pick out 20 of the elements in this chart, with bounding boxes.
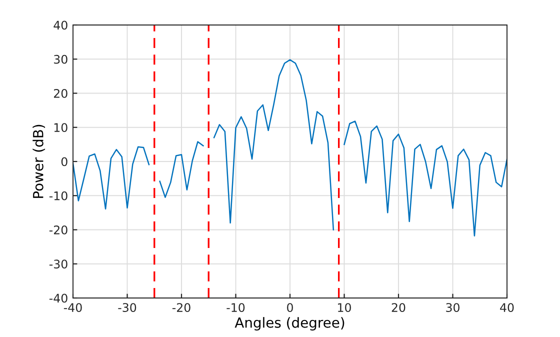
x-tick-label: -20: [172, 303, 190, 312]
x-tick-label: -10: [226, 303, 245, 312]
x-tick-label: -40: [64, 303, 82, 312]
x-tick-label: 20: [392, 303, 406, 312]
y-tick-label: 20: [54, 88, 68, 98]
y-tick-label: -10: [49, 191, 68, 200]
y-tick-label: -30: [49, 260, 68, 269]
x-tick-label: 10: [338, 303, 351, 312]
y-tick-label: 30: [54, 54, 68, 64]
x-tick-label: 40: [500, 303, 514, 312]
y-axis-title: Power (dB): [32, 124, 46, 198]
x-axis-title: Angles (degree): [234, 317, 344, 331]
y-tick-label: 0: [61, 157, 68, 166]
x-tick-label: 30: [446, 303, 460, 312]
x-tick-label: -30: [118, 303, 136, 312]
x-tick-label: 0: [287, 303, 293, 312]
y-tick-label: 40: [54, 20, 68, 30]
y-tick-label: -20: [49, 225, 68, 234]
y-tick-label: -40: [49, 294, 68, 303]
y-tick-label: 10: [54, 123, 68, 132]
